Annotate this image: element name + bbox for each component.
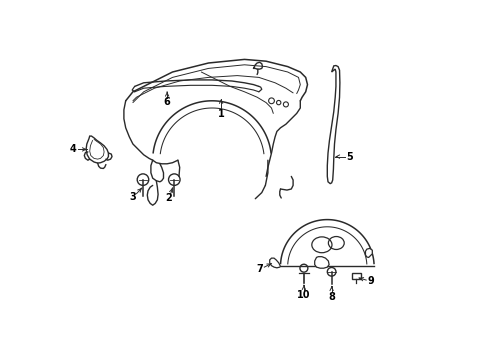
Text: 3: 3	[129, 192, 136, 202]
Text: 8: 8	[327, 292, 334, 302]
Text: 1: 1	[217, 109, 224, 119]
Text: 6: 6	[163, 97, 170, 107]
Bar	[351, 273, 360, 279]
Text: 4: 4	[69, 144, 76, 154]
Polygon shape	[365, 248, 371, 257]
Text: 10: 10	[297, 290, 310, 300]
Text: 7: 7	[256, 264, 263, 274]
Text: 9: 9	[367, 276, 374, 286]
Text: 5: 5	[346, 152, 353, 162]
Text: 2: 2	[165, 193, 172, 203]
Polygon shape	[326, 66, 339, 184]
Polygon shape	[86, 136, 108, 163]
Polygon shape	[269, 258, 280, 268]
Polygon shape	[314, 257, 328, 268]
